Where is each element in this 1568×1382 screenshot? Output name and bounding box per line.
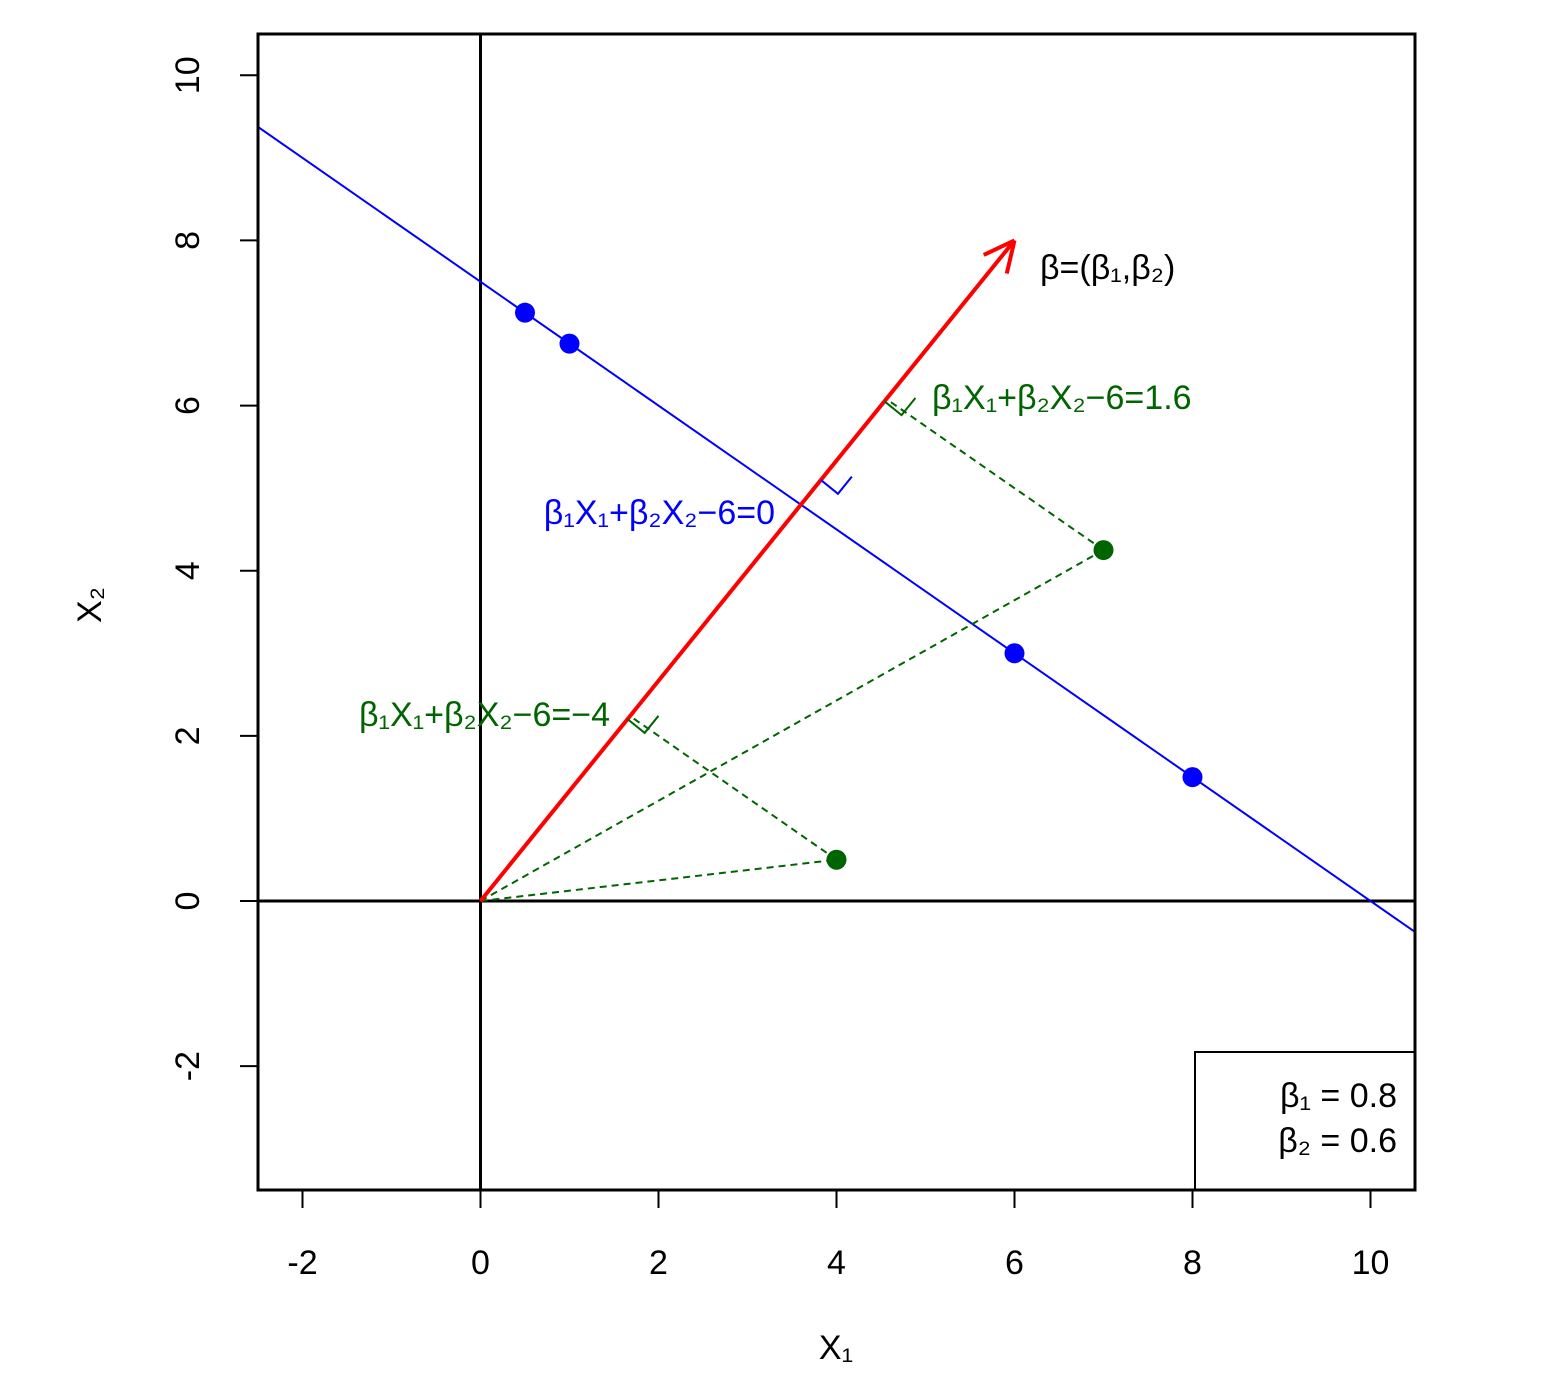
right-angle-marker xyxy=(883,397,917,417)
point xyxy=(1182,767,1203,788)
point xyxy=(559,333,580,354)
x-tick-label: 0 xyxy=(471,1244,490,1282)
legend-box xyxy=(1194,1051,1415,1190)
y-tick-label: 0 xyxy=(169,892,207,911)
legend-text: β₂ = 0.6 xyxy=(1278,1122,1397,1160)
point xyxy=(1004,643,1025,664)
right-angle-marker xyxy=(820,476,853,496)
x-axis-title: X₁ xyxy=(819,1329,853,1367)
x-tick-label: 4 xyxy=(827,1244,846,1282)
y-tick-label: 2 xyxy=(169,726,207,745)
projection-segment xyxy=(480,858,837,902)
plot-frame xyxy=(256,32,1417,1192)
y-tick-label: 6 xyxy=(169,396,207,415)
projection-segment xyxy=(629,715,838,861)
hyperplane-line xyxy=(257,126,1416,933)
point xyxy=(826,849,847,870)
y-tick-label: 4 xyxy=(169,561,207,580)
y-tick-label: 10 xyxy=(169,56,207,94)
beta-arrow xyxy=(478,239,1017,903)
projection-segment xyxy=(885,398,1105,551)
x-tick-label: 2 xyxy=(649,1244,668,1282)
arrow-head xyxy=(1004,239,1017,274)
x-tick-label: 6 xyxy=(1005,1244,1024,1282)
annotation: β=(β₁,β₂) xyxy=(1040,249,1175,287)
arrow-head xyxy=(982,238,1016,257)
right-angle-marker xyxy=(626,715,660,735)
y-tick-label: -2 xyxy=(169,1051,207,1081)
point xyxy=(515,302,535,323)
point xyxy=(1093,540,1114,561)
annotation: β₁X₁+β₂X₂−6=−4 xyxy=(359,696,610,734)
legend-text: β₁ = 0.8 xyxy=(1280,1077,1397,1115)
x-tick-label: 8 xyxy=(1183,1244,1202,1282)
y-tick-label: 8 xyxy=(169,231,207,250)
x-tick-label: -2 xyxy=(287,1244,317,1282)
annotation: β₁X₁+β₂X₂−6=1.6 xyxy=(932,379,1192,417)
x-tick-label: 10 xyxy=(1352,1244,1390,1282)
y-axis-title: X₂ xyxy=(71,587,109,623)
annotation: β₁X₁+β₂X₂−6=0 xyxy=(544,494,775,532)
